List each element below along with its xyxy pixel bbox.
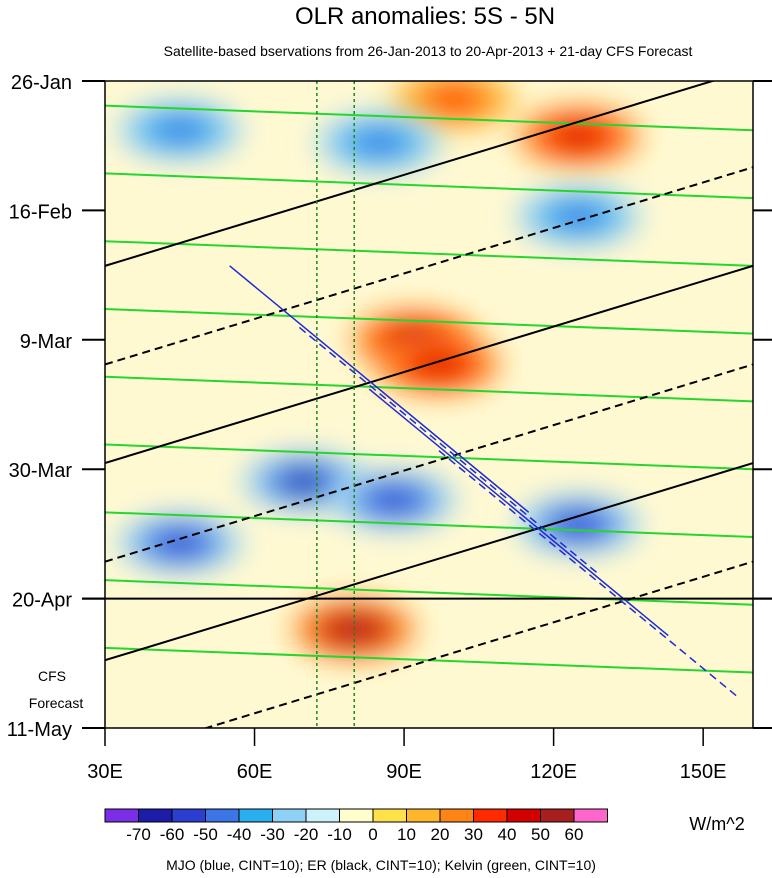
colorbar-label-12: 50 <box>531 825 550 844</box>
anomaly-field <box>117 81 641 660</box>
er-contour-3 <box>105 363 753 563</box>
colorbar-swatch-0 <box>104 808 139 823</box>
anomaly-blob-core <box>414 353 463 376</box>
colorbar-swatch-14 <box>573 808 608 823</box>
kelvin-contour-7 <box>105 579 753 606</box>
x-tick-label-3: 120E <box>530 761 577 783</box>
colorbar-unit: W/m^2 <box>689 814 744 834</box>
colorbar-swatch-2 <box>171 808 206 823</box>
colorbar-label-9: 20 <box>431 825 450 844</box>
chart-title: OLR anomalies: 5S - 5N <box>295 3 555 30</box>
er-contour-1 <box>105 166 753 366</box>
anomaly-blob-10 <box>317 112 442 173</box>
x-tick-label-4: 150E <box>680 761 727 783</box>
y-tick-label-0: 26-Jan <box>11 72 72 94</box>
anomaly-blob-6 <box>332 470 457 531</box>
y-tick-label-4: 20-Apr <box>12 590 72 612</box>
colorbar-swatch-12 <box>506 808 541 823</box>
anomaly-blob-3 <box>516 106 641 167</box>
anomaly-blob-core <box>554 205 603 228</box>
colorbar-swatch-11 <box>473 808 508 823</box>
colorbar-label-4: -30 <box>260 825 285 844</box>
er-contour-4 <box>105 462 753 662</box>
kelvin-contour-6 <box>105 511 753 538</box>
anomaly-blob-7 <box>117 513 242 574</box>
colorbar-label-8: 10 <box>397 825 416 844</box>
plot-frame <box>104 80 754 729</box>
colorbar-label-13: 60 <box>565 825 584 844</box>
anomaly-blob-core <box>429 88 478 111</box>
colorbar-label-3: -40 <box>227 825 252 844</box>
forecast-label-line1: CFS <box>38 668 66 684</box>
axes: 26-Jan 16-Feb 9-Mar 30-Mar 20-Apr 11-May 30E 60… <box>7 72 772 783</box>
plot-area <box>105 81 753 728</box>
y-tick-label-5: 11-May <box>7 719 72 741</box>
colorbar-swatch-10 <box>439 808 474 823</box>
kelvin-contour-0 <box>105 104 753 132</box>
anomaly-blob-core <box>370 489 419 512</box>
er-contour-5 <box>202 560 753 728</box>
anomaly-blob-core <box>155 119 204 142</box>
x-tick-label-2: 90E <box>386 761 422 783</box>
kelvin-contour-1 <box>105 172 753 200</box>
colorbar-swatch-3 <box>205 808 240 823</box>
colorbar-label-7: 0 <box>368 825 377 844</box>
anomaly-blob-core <box>280 470 329 493</box>
colorbar-swatch-5 <box>272 808 307 823</box>
anomaly-blob-1 <box>376 334 501 395</box>
anomaly-blob-9 <box>117 100 242 161</box>
colorbar-swatch-4 <box>238 808 273 823</box>
colorbar-label-0: -70 <box>126 825 151 844</box>
x-tick-label-0: 30E <box>87 761 123 783</box>
colorbar-swatch-1 <box>138 808 173 823</box>
kelvin-contour-3 <box>105 307 753 335</box>
anomaly-blob-core <box>554 125 603 148</box>
colorbar-swatch-8 <box>372 808 407 823</box>
forecast-label-line2: Forecast <box>29 695 84 711</box>
colorbar-swatch-9 <box>406 808 441 823</box>
chart-subtitle: Satellite-based bservations from 26-Jan-… <box>164 43 693 59</box>
x-tick-label-1: 60E <box>237 761 273 783</box>
anomaly-blob-core <box>355 131 404 154</box>
colorbar-swatch-13 <box>540 808 575 823</box>
wave-contours <box>105 81 753 728</box>
y-tick-label-1: 16-Feb <box>9 201 72 223</box>
colorbar-label-10: 30 <box>464 825 483 844</box>
kelvin-contour-2 <box>105 240 753 267</box>
footer-legend: MJO (blue, CINT=10); ER (black, CINT=10)… <box>166 857 596 873</box>
colorbar-label-2: -50 <box>193 825 218 844</box>
colorbar-swatch-7 <box>339 808 374 823</box>
anomaly-blob-11 <box>516 186 641 247</box>
colorbar-label-1: -60 <box>160 825 185 844</box>
anomaly-blob-core <box>155 532 204 555</box>
colorbar-label-6: -10 <box>327 825 352 844</box>
y-tick-label-2: 9-Mar <box>20 331 73 353</box>
colorbar: -70 -60 -50 -40 -30 -20 -10 0 10 20 30 40 50 60 <box>104 808 608 844</box>
mjo-contour-2 <box>368 388 669 637</box>
mjo-contour-0 <box>229 265 530 513</box>
y-tick-label-3: 30-Mar <box>9 460 73 482</box>
er-contour-0 <box>105 81 716 267</box>
colorbar-swatch-6 <box>305 808 340 823</box>
kelvin-contour-5 <box>105 443 753 471</box>
colorbar-label-11: 40 <box>498 825 517 844</box>
er-contour-2 <box>105 264 753 464</box>
colorbar-label-5: -20 <box>294 825 319 844</box>
